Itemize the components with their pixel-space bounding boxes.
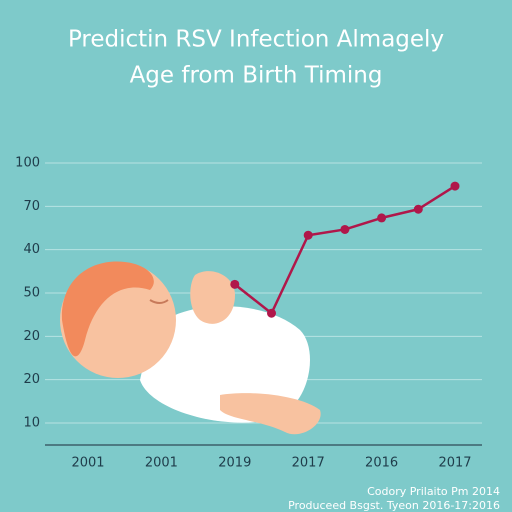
- baby-illustration: [60, 261, 321, 435]
- y-tick-label: 70: [23, 199, 40, 214]
- y-tick-label: 50: [23, 286, 40, 301]
- x-tick-label: 2001: [145, 456, 178, 471]
- data-point: [450, 181, 460, 191]
- chart-title: Predictin RSV Infection Almagely: [68, 27, 444, 53]
- leg: [220, 393, 321, 435]
- y-tick-label: 20: [23, 329, 40, 344]
- footnote: Codory Prilaito Pm 2014: [367, 485, 500, 498]
- data-point: [413, 204, 423, 214]
- x-tick-label: 2016: [365, 456, 398, 471]
- footnote: Produceed Bsgst. Tyeon 2016-17:2016: [288, 499, 500, 512]
- y-tick-label: 100: [15, 156, 40, 171]
- x-tick-label: 2017: [438, 456, 471, 471]
- x-tick-label: 2019: [218, 456, 251, 471]
- y-tick-label: 40: [23, 242, 40, 257]
- blanket: [140, 306, 310, 423]
- eye: [149, 299, 169, 304]
- data-point: [377, 213, 387, 223]
- x-tick-label: 2017: [292, 456, 325, 471]
- data-point: [267, 308, 276, 318]
- data-point: [340, 224, 350, 234]
- hair: [61, 261, 154, 357]
- hand: [190, 271, 235, 324]
- y-tick-label: 20: [23, 372, 40, 387]
- x-tick-label: 2001: [71, 456, 104, 471]
- data-point: [303, 230, 313, 240]
- chart-title: Age from Birth Timing: [130, 63, 383, 89]
- y-tick-label: 10: [23, 416, 40, 431]
- plot: [230, 181, 460, 318]
- data-point: [230, 279, 240, 289]
- grid: 100 70 40 50 20 20 10 2001 2001 2019 2017 2016 2017: [15, 156, 482, 471]
